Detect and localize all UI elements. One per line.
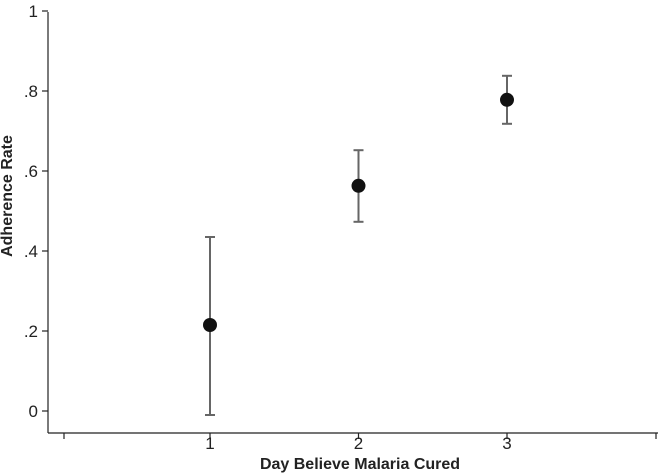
y-tick-label: .6	[24, 162, 38, 181]
y-tick-label: 0	[29, 402, 38, 421]
y-tick-label: .8	[24, 82, 38, 101]
y-tick-label: .2	[24, 322, 38, 341]
axes-layer: 0 .2 .4 .6 .8 1 1 2 3	[24, 2, 658, 453]
data-point	[203, 318, 217, 332]
data-point	[500, 92, 514, 107]
plot-layer	[203, 74, 514, 416]
x-tick-label: 3	[502, 434, 511, 453]
x-axis-title: Day Believe Malaria Cured	[260, 456, 460, 473]
y-axis-title: Adherence Rate	[0, 135, 16, 257]
x-tick-label: 2	[354, 434, 363, 453]
y-tick-label: 1	[29, 2, 38, 21]
data-point	[351, 178, 366, 193]
y-tick-label: .4	[24, 242, 38, 261]
x-tick-label: 1	[205, 434, 214, 453]
